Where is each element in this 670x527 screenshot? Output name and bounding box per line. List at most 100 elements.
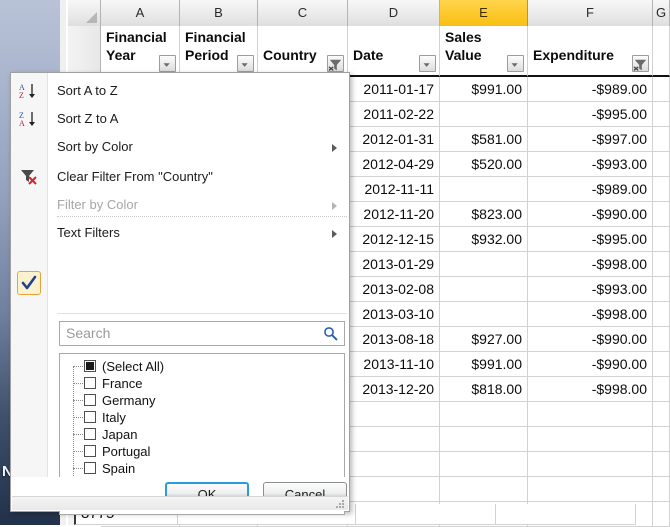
grid-cell[interactable]: $991.00	[440, 352, 528, 377]
grid-cell[interactable]: 2013-01-29	[348, 252, 440, 277]
bottom-row-cell[interactable]	[356, 504, 496, 525]
menu-item-sort-a-to-z[interactable]: Sort A to Z	[57, 83, 118, 98]
grid-cell[interactable]	[440, 427, 528, 452]
grid-cell[interactable]	[653, 302, 670, 327]
column-header-c[interactable]: C	[258, 0, 348, 26]
grid-cell[interactable]	[653, 102, 670, 127]
grid-cell[interactable]: -$993.00	[528, 152, 653, 177]
grid-cell[interactable]	[528, 427, 653, 452]
grid-cell[interactable]: 2012-04-29	[348, 152, 440, 177]
grid-cell[interactable]: $823.00	[440, 202, 528, 227]
check-icon-button[interactable]	[17, 271, 41, 295]
checkbox-japan[interactable]	[84, 428, 96, 440]
bottom-row-cell[interactable]	[496, 504, 636, 525]
grid-cell[interactable]	[440, 477, 528, 502]
grid-cell[interactable]	[440, 102, 528, 127]
grid-cell[interactable]: -$989.00	[528, 77, 653, 102]
grid-cell[interactable]	[440, 252, 528, 277]
filter-button-a[interactable]	[159, 55, 176, 72]
grid-cell[interactable]	[653, 177, 670, 202]
grid-cell[interactable]: -$998.00	[528, 377, 653, 402]
grid-cell[interactable]	[348, 427, 440, 452]
select-all-corner[interactable]	[68, 0, 101, 26]
grid-cell[interactable]: -$990.00	[528, 202, 653, 227]
grid-cell[interactable]	[653, 227, 670, 252]
grid-cell[interactable]	[440, 452, 528, 477]
grid-cell[interactable]: 2012-11-11	[348, 177, 440, 202]
checkbox-spain[interactable]	[84, 462, 96, 474]
filter-button-c[interactable]	[327, 55, 344, 72]
grid-cell[interactable]: 2013-03-10	[348, 302, 440, 327]
filter-dropdown-panel[interactable]: Sort A to Z Sort Z to A Sort by Color Clear…	[10, 72, 350, 515]
grid-cell[interactable]: -$990.00	[528, 327, 653, 352]
grid-cell[interactable]	[440, 277, 528, 302]
grid-cell[interactable]: 2013-11-10	[348, 352, 440, 377]
filter-button-b[interactable]	[237, 55, 254, 72]
checkbox-portugal[interactable]	[84, 445, 96, 457]
grid-cell[interactable]	[528, 402, 653, 427]
resize-grip-icon[interactable]	[336, 500, 344, 508]
grid-cell[interactable]: $927.00	[440, 327, 528, 352]
grid-cell[interactable]	[653, 352, 670, 377]
grid-cell[interactable]	[348, 452, 440, 477]
grid-cell[interactable]	[348, 477, 440, 502]
grid-cell[interactable]	[528, 477, 653, 502]
grid-cell[interactable]	[440, 402, 528, 427]
grid-cell[interactable]	[653, 152, 670, 177]
grid-cell[interactable]	[653, 502, 670, 527]
grid-cell[interactable]: -$995.00	[528, 227, 653, 252]
checkbox-germany[interactable]	[84, 394, 96, 406]
grid-cell[interactable]: -$989.00	[528, 177, 653, 202]
grid-cell[interactable]: -$995.00	[528, 102, 653, 127]
column-header-f[interactable]: F	[528, 0, 653, 26]
grid-cell[interactable]: -$990.00	[528, 352, 653, 377]
grid-cell[interactable]: 2012-11-20	[348, 202, 440, 227]
grid-cell[interactable]	[653, 202, 670, 227]
menu-item-sort-by-color[interactable]: Sort by Color	[47, 133, 347, 161]
grid-cell[interactable]	[653, 452, 670, 477]
grid-cell[interactable]	[653, 477, 670, 502]
grid-cell[interactable]	[528, 452, 653, 477]
menu-item-sort-z-to-a[interactable]: Sort Z to A	[57, 111, 119, 126]
grid-cell[interactable]: -$997.00	[528, 127, 653, 152]
grid-cell[interactable]: 2012-01-31	[348, 127, 440, 152]
checkbox-select-all[interactable]	[84, 360, 96, 372]
grid-cell[interactable]: $932.00	[440, 227, 528, 252]
grid-cell[interactable]	[348, 402, 440, 427]
grid-cell[interactable]: 2011-02-22	[348, 102, 440, 127]
grid-cell[interactable]	[653, 377, 670, 402]
grid-cell[interactable]	[653, 127, 670, 152]
grid-cell[interactable]: $818.00	[440, 377, 528, 402]
menu-item-text-filters[interactable]: Text Filters	[47, 219, 347, 247]
grid-cell[interactable]: $581.00	[440, 127, 528, 152]
grid-cell[interactable]	[653, 277, 670, 302]
grid-cell[interactable]	[653, 402, 670, 427]
grid-cell[interactable]: 2011-01-17	[348, 77, 440, 102]
grid-cell[interactable]	[653, 77, 670, 102]
grid-cell[interactable]	[440, 177, 528, 202]
column-header-b[interactable]: B	[180, 0, 258, 26]
grid-cell[interactable]	[440, 302, 528, 327]
grid-cell[interactable]: 2013-08-18	[348, 327, 440, 352]
column-header-g[interactable]: G	[653, 0, 670, 26]
grid-cell[interactable]	[653, 252, 670, 277]
grid-cell[interactable]: 2013-12-20	[348, 377, 440, 402]
menu-item-clear-filter-from-country[interactable]: Clear Filter From "Country"	[57, 169, 213, 184]
grid-cell[interactable]: -$998.00	[528, 252, 653, 277]
grid-cell[interactable]: -$998.00	[528, 302, 653, 327]
filter-button-d[interactable]	[419, 55, 436, 72]
grid-cell[interactable]: 2013-02-08	[348, 277, 440, 302]
grid-cell[interactable]	[653, 427, 670, 452]
search-icon[interactable]	[323, 326, 338, 344]
checkbox-italy[interactable]	[84, 411, 96, 423]
grid-cell[interactable]	[653, 327, 670, 352]
search-input[interactable]: Search	[59, 321, 345, 346]
column-header-e[interactable]: E	[440, 0, 528, 26]
column-header-d[interactable]: D	[348, 0, 440, 26]
grid-cell[interactable]: $991.00	[440, 77, 528, 102]
grid-cell[interactable]: $520.00	[440, 152, 528, 177]
checkbox-france[interactable]	[84, 377, 96, 389]
grid-cell[interactable]: 2012-12-15	[348, 227, 440, 252]
filter-button-f[interactable]	[632, 55, 649, 72]
grid-cell[interactable]: -$993.00	[528, 277, 653, 302]
